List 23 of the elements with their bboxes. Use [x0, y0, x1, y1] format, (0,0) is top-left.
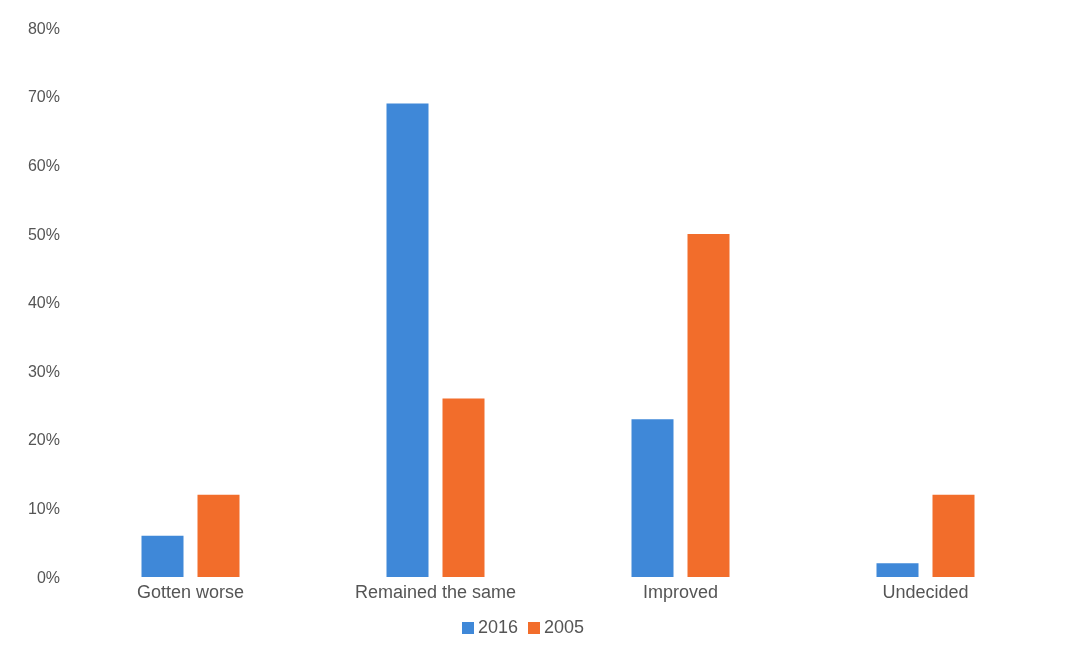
- x-tick-label: Remained the same: [354, 581, 517, 602]
- y-tick-label: 60%: [27, 156, 60, 174]
- y-tick-label: 10%: [27, 500, 60, 518]
- bar: [442, 398, 485, 577]
- y-tick-label: 50%: [27, 225, 60, 243]
- x-tick-label: Improved: [642, 581, 719, 602]
- legend-label: 2005: [544, 617, 585, 637]
- bar: [631, 419, 674, 577]
- x-tick-label: Gotten worse: [136, 581, 245, 602]
- bar: [197, 494, 240, 577]
- bar: [932, 494, 975, 577]
- legend-label: 2016: [477, 617, 518, 637]
- y-tick-label: 70%: [27, 88, 60, 106]
- bar: [386, 103, 429, 577]
- y-tick-label: 0%: [36, 568, 60, 586]
- x-tick-label: Undecided: [882, 581, 969, 602]
- y-tick-label: 20%: [27, 431, 60, 449]
- bar: [687, 233, 730, 577]
- y-tick-label: 80%: [27, 19, 60, 37]
- bar: [141, 535, 184, 577]
- y-tick-label: 30%: [27, 362, 60, 380]
- bar: [876, 563, 919, 577]
- y-tick-label: 40%: [27, 294, 60, 312]
